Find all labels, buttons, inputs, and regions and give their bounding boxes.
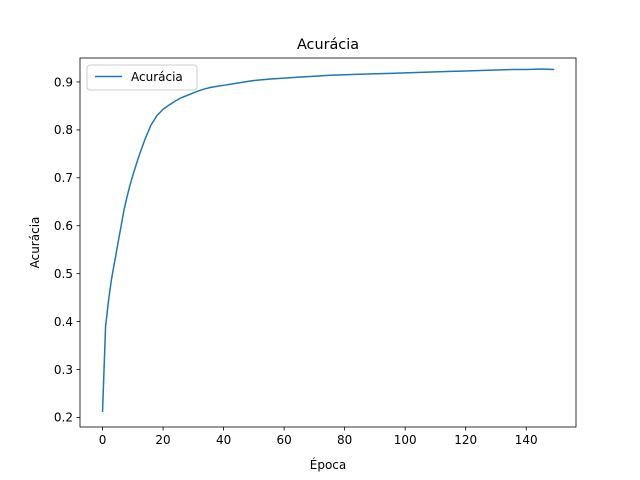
y-tick-label: 0.4 — [54, 315, 73, 329]
x-tick-label: 100 — [394, 433, 417, 447]
x-tick-label: 20 — [155, 433, 170, 447]
y-axis: 0.2 0.3 0.4 0.5 0.6 0.7 0.8 0.9 — [54, 75, 80, 425]
y-tick-label: 0.5 — [54, 267, 73, 281]
plot-area — [101, 68, 555, 412]
x-tick-label: 0 — [99, 433, 107, 447]
x-tick-label: 40 — [216, 433, 231, 447]
x-tick-label: 80 — [337, 433, 352, 447]
legend: Acurácia — [86, 64, 198, 91]
legend-box — [86, 64, 198, 91]
x-axis-label: Época — [310, 457, 347, 472]
y-tick-label: 0.6 — [54, 219, 73, 233]
legend-label: Acurácia — [131, 70, 183, 84]
y-axis-label: Acurácia — [28, 217, 42, 269]
chart-title: Acurácia — [297, 37, 359, 53]
y-tick-label: 0.2 — [54, 411, 73, 425]
x-tick-label: 120 — [454, 433, 477, 447]
x-axis: 0 20 40 60 80 100 120 140 — [99, 427, 538, 447]
y-tick-label: 0.8 — [54, 123, 73, 137]
x-tick-label: 140 — [515, 433, 538, 447]
x-tick-label: 60 — [276, 433, 291, 447]
y-tick-label: 0.7 — [54, 171, 73, 185]
y-tick-label: 0.3 — [54, 363, 73, 377]
series-line-0 — [101, 68, 555, 412]
y-tick-label: 0.9 — [54, 75, 73, 89]
axes-frame — [79, 57, 577, 428]
